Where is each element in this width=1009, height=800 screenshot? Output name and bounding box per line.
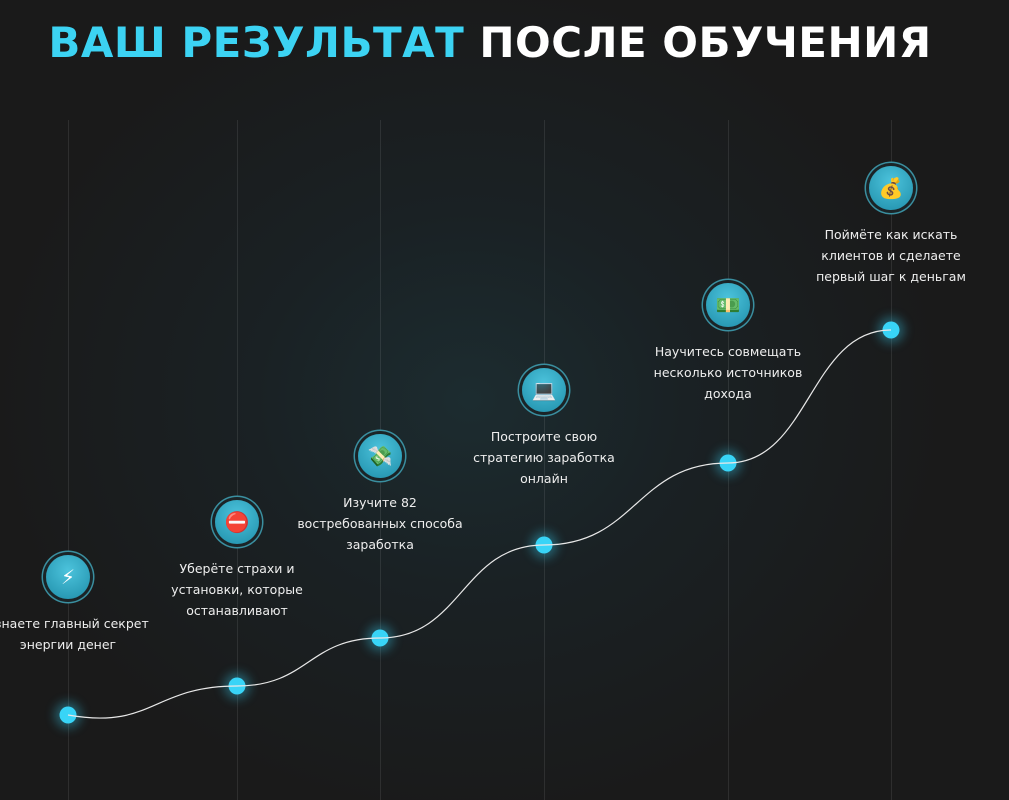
step-label: Поймёте как искать клиентов и сделаете п… [816,227,966,284]
step-label: Научитесь совмещать несколько источников… [653,344,803,401]
title-rest: ПОСЛЕ ОБУЧЕНИЯ [479,18,932,67]
laptop-icon: 💻 [522,368,566,412]
grid-line [891,120,892,800]
no-entry-icon: ⛔ [215,500,259,544]
grid-line [68,120,69,800]
grid-line [237,120,238,800]
step-label: Построите свою стратегию заработка онлай… [473,429,615,486]
lightning-icon: ⚡ [46,555,90,599]
money-bag-icon: 💰 [869,166,913,210]
title-accent: ВАШ РЕЗУЛЬТАТ [48,18,465,67]
step-label: Уберёте страхи и установки, которые оста… [171,561,303,618]
page-title: ВАШ РЕЗУЛЬТАТ ПОСЛЕ ОБУЧЕНИЯ [0,18,980,67]
step-label: Узнаете главный секрет энергии денег [0,616,149,652]
curve-line [67,329,892,719]
step-label: Изучите 82 востребованных способа зарабо… [297,495,463,552]
flying-money-icon: 💸 [358,434,402,478]
dollar-bills-icon: 💵 [706,283,750,327]
grid-line [544,120,545,800]
